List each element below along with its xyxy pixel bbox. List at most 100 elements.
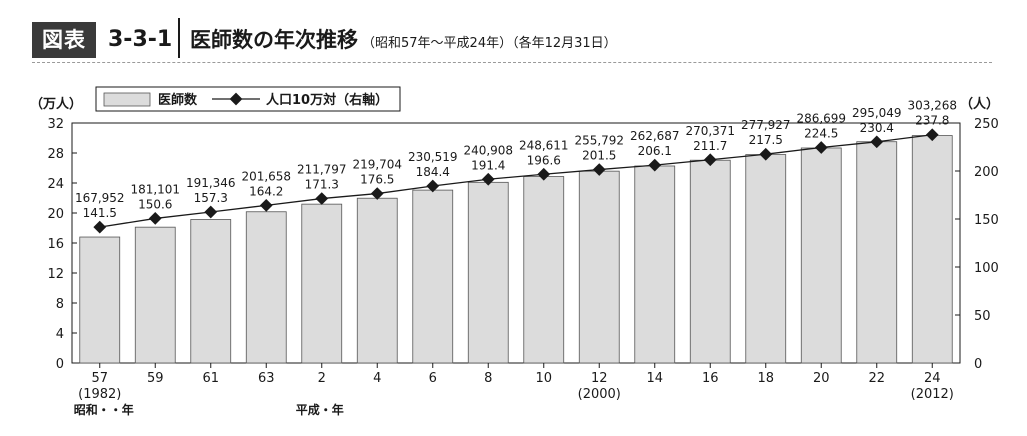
y-left-tick-label: 20 (47, 207, 64, 222)
bar (689, 159, 731, 364)
rate-data-label: 150.6 (138, 197, 172, 211)
figure-number: 3-3-1 (108, 27, 173, 52)
y-left-tick-label: 0 (56, 357, 64, 372)
rate-data-label: 237.8 (915, 114, 949, 128)
rate-data-label: 191.4 (471, 158, 505, 172)
figure-title-block: 医師数の年次推移 （昭和57年〜平成24年）（各年12月31日） (190, 22, 617, 62)
y-left-tick-label: 8 (56, 297, 64, 312)
y-right-unit-label: （人） (960, 96, 999, 112)
plot-area: 04812162024283205010015020025057(1982)59… (47, 99, 998, 417)
rate-data-label: 184.4 (416, 165, 450, 179)
x-tick-label: 14 (646, 371, 663, 386)
legend-bar-label: 医師数 (158, 92, 198, 108)
bar (634, 165, 676, 364)
legend-bar-swatch (103, 92, 151, 107)
x-tick-label: 10 (535, 371, 552, 386)
y-left-unit-label: （万人） (30, 96, 82, 112)
bar-data-label: 277,927 (741, 118, 791, 132)
rate-data-label: 171.3 (305, 178, 339, 192)
bar (856, 141, 898, 364)
x-tick-label: 18 (757, 371, 774, 386)
bar-data-label: 219,704 (352, 158, 402, 172)
bar (578, 170, 620, 364)
bar-data-label: 167,952 (75, 191, 125, 205)
y-left-tick-label: 24 (47, 177, 64, 192)
x-tick-sublabel: (2000) (578, 387, 621, 402)
header-divider (178, 18, 180, 58)
x-tick-label: 2 (318, 371, 326, 386)
bar (745, 154, 787, 364)
x-tick-label: 63 (258, 371, 275, 386)
bar-data-label: 191,346 (186, 176, 236, 190)
rate-data-label: 141.5 (83, 206, 117, 220)
x-tick-label: 6 (429, 371, 437, 386)
rate-marker (426, 179, 440, 193)
bar (523, 176, 565, 364)
x-era-label: 平成・年 (296, 402, 344, 417)
x-tick-label: 22 (868, 371, 885, 386)
figure-header: 図表 3-3-1 医師数の年次推移 （昭和57年〜平成24年）（各年12月31日） (0, 0, 1027, 62)
bar-data-label: 181,101 (130, 182, 180, 196)
bar (190, 219, 232, 364)
y-left-tick-label: 16 (47, 237, 64, 252)
bar-data-label: 270,371 (685, 124, 735, 138)
rate-line (99, 134, 933, 228)
rate-data-label: 224.5 (804, 126, 838, 140)
rate-data-label: 157.3 (194, 191, 228, 205)
rate-data-label: 230.4 (860, 121, 894, 135)
bar-data-label: 201,658 (241, 169, 291, 183)
bar (911, 135, 953, 364)
y-right-tick-label: 100 (974, 261, 999, 276)
bar-data-label: 295,049 (852, 106, 902, 120)
rate-marker (93, 220, 107, 234)
rate-data-label: 164.2 (249, 184, 283, 198)
rate-data-label: 217.5 (749, 133, 783, 147)
bar (800, 147, 842, 364)
y-right-tick-label: 150 (974, 213, 999, 228)
x-tick-label: 59 (147, 371, 164, 386)
x-tick-label: 24 (924, 371, 941, 386)
legend: 医師数 人口10万対（右軸） (95, 86, 401, 112)
y-right-tick-label: 0 (974, 357, 982, 372)
figure-subtitle: （昭和57年〜平成24年）（各年12月31日） (362, 36, 617, 51)
x-tick-sublabel: (2012) (911, 387, 954, 402)
bar (301, 203, 343, 364)
legend-line-marker (229, 92, 243, 106)
rate-data-label: 176.5 (360, 173, 394, 187)
y-left-tick-label: 4 (56, 327, 64, 342)
x-tick-sublabel: (1982) (78, 387, 121, 402)
bar-data-label: 211,797 (297, 163, 347, 177)
rate-data-label: 201.5 (582, 149, 616, 163)
bar (245, 211, 287, 364)
y-right-tick-label: 200 (974, 165, 999, 180)
y-left-tick-label: 32 (47, 117, 64, 132)
bar-data-label: 255,792 (574, 134, 624, 148)
figure-title: 医師数の年次推移 (190, 28, 358, 52)
rate-marker (148, 212, 162, 225)
bar-data-label: 262,687 (630, 129, 680, 143)
bar (79, 236, 121, 364)
x-tick-label: 4 (373, 371, 381, 386)
x-tick-label: 8 (484, 371, 492, 386)
rate-marker (370, 187, 384, 200)
rate-marker (481, 172, 495, 186)
x-tick-label: 12 (591, 371, 608, 386)
y-left-tick-label: 12 (47, 267, 64, 282)
rate-data-label: 206.1 (638, 144, 672, 158)
rate-data-label: 211.7 (693, 139, 727, 153)
bar (412, 189, 454, 364)
y-left-tick-label: 28 (47, 147, 64, 162)
bar (134, 226, 176, 364)
rate-marker (204, 205, 218, 219)
bar-data-label: 230,519 (408, 150, 458, 164)
x-tick-label: 16 (702, 371, 719, 386)
bar-data-label: 286,699 (796, 111, 846, 125)
y-right-tick-label: 50 (974, 309, 991, 324)
rate-marker (315, 192, 329, 205)
rate-marker (259, 199, 273, 212)
bar-data-label: 240,908 (463, 143, 513, 157)
header-rule (32, 62, 992, 64)
x-tick-label: 20 (813, 371, 830, 386)
bar-data-label: 248,611 (519, 138, 569, 152)
